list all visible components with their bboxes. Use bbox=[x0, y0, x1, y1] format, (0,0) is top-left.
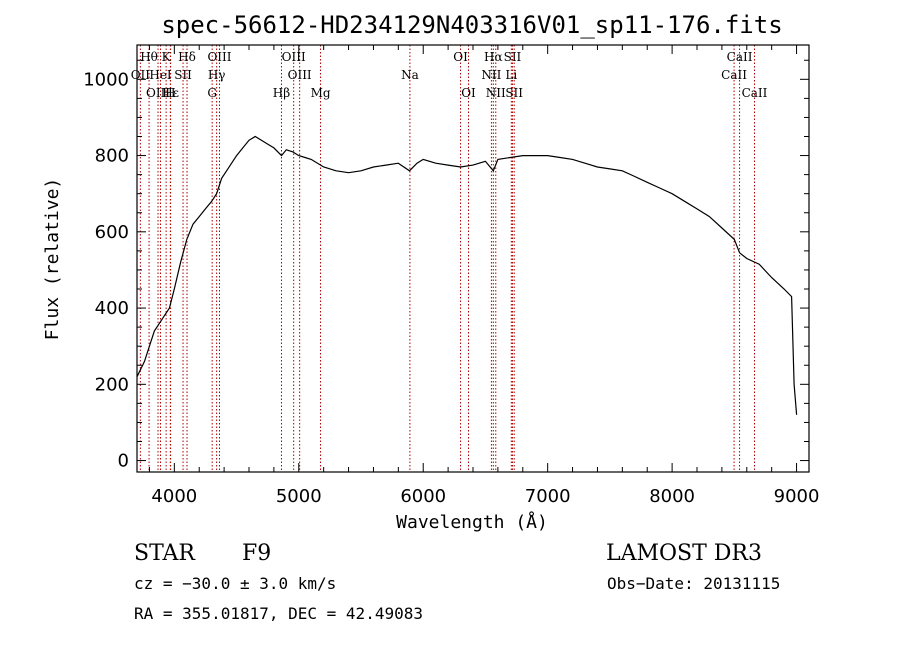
x-axis-ticks: 4000 5000 6000 7000 8000 9000 bbox=[148, 45, 820, 507]
spectral-line-label: OII bbox=[131, 68, 151, 82]
x-tick-label: 5000 bbox=[276, 486, 322, 507]
spectral-line-label: SII bbox=[174, 68, 192, 82]
y-tick-label: 400 bbox=[95, 298, 129, 319]
x-tick-label: 6000 bbox=[400, 486, 446, 507]
spectral-line-label: Hγ bbox=[208, 68, 226, 82]
x-tick-label: 7000 bbox=[525, 486, 571, 507]
y-axis-label: Flux (relative) bbox=[42, 178, 63, 341]
spectral-line-label: SII bbox=[504, 50, 522, 64]
spectral-line-label: SII bbox=[505, 86, 523, 100]
spectrum-series bbox=[136, 135, 798, 415]
spectral-line-label: Hθ bbox=[140, 50, 158, 64]
spectral-line-label: H bbox=[165, 86, 175, 100]
chart-title: spec-56612-HD234129N403316V01_sp11-176.f… bbox=[161, 11, 782, 39]
spectral-line-label: NII bbox=[481, 68, 501, 82]
observation-date: Obs−Date: 20131115 bbox=[607, 574, 780, 593]
spectral-line-label: CaII bbox=[721, 68, 747, 82]
spectral-line-label: K bbox=[162, 50, 172, 64]
spectral-line-label: NII bbox=[486, 86, 506, 100]
y-tick-label: 600 bbox=[95, 222, 129, 243]
y-tick-label: 0 bbox=[118, 451, 129, 472]
spectral-line-label: OIII bbox=[207, 50, 231, 64]
y-tick-label: 1000 bbox=[83, 69, 129, 90]
spectral-line-label: Hδ bbox=[178, 50, 196, 64]
spectral-line-label: G bbox=[207, 86, 217, 100]
spectral-line-label: CaII bbox=[742, 86, 768, 100]
spectrum-line bbox=[136, 135, 798, 415]
spectral-line-label: Hε bbox=[162, 86, 179, 100]
redshift-cz: cz = −30.0 ± 3.0 km/s bbox=[134, 574, 336, 593]
spectral-line-label: Hβ bbox=[273, 86, 290, 100]
coordinates: RA = 355.01817, DEC = 42.49083 bbox=[134, 604, 423, 623]
spectral-line-markers bbox=[139, 45, 755, 472]
y-tick-label: 800 bbox=[95, 146, 129, 167]
spectral-line-label: OIII bbox=[288, 68, 312, 82]
spectral-line-label: Mg bbox=[311, 86, 331, 100]
object-class: STAR bbox=[134, 541, 196, 566]
spectral-line-label: Li bbox=[505, 68, 517, 82]
spectral-line-label: Hα bbox=[484, 50, 503, 64]
object-subclass: F9 bbox=[242, 541, 271, 566]
y-axis-ticks: 0 200 400 600 800 1000 bbox=[83, 59, 809, 472]
spectral-line-label: OIII bbox=[146, 86, 170, 100]
plot-frame bbox=[136, 44, 810, 473]
x-tick-label: 9000 bbox=[774, 486, 820, 507]
y-tick-label: 200 bbox=[95, 374, 129, 395]
survey-name: LAMOST DR3 bbox=[606, 541, 762, 566]
spectral-line-label: OIII bbox=[282, 50, 306, 64]
x-tick-label: 4000 bbox=[151, 486, 197, 507]
x-axis-label: Wavelength (Å) bbox=[396, 511, 548, 533]
spectral-line-label: OI bbox=[453, 50, 468, 64]
spectral-line-label: HeI bbox=[149, 68, 172, 82]
spectral-line-label: OI bbox=[461, 86, 476, 100]
x-tick-label: 8000 bbox=[649, 486, 695, 507]
spectral-line-label: Na bbox=[401, 68, 419, 82]
spectral-line-label: CaII bbox=[727, 50, 753, 64]
